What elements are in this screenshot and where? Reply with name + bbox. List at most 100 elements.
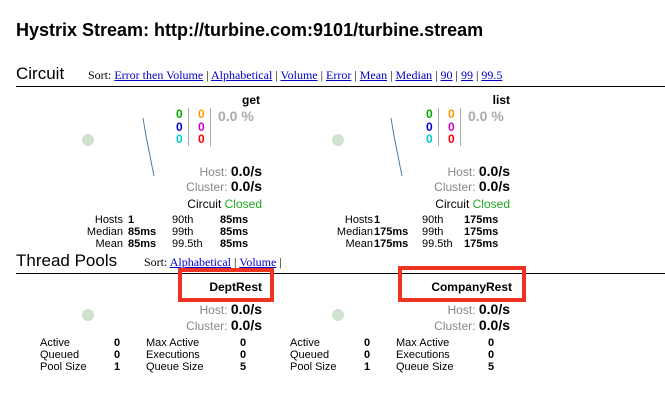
percentile-labels: 90th 99th 99.5th xyxy=(172,214,214,250)
sort-mean-link[interactable]: Mean xyxy=(359,68,388,82)
p995-value: 175ms xyxy=(464,238,499,250)
queued-value: 0 xyxy=(364,349,371,361)
max-active-label: Max Active xyxy=(146,337,200,349)
thread-pool-card-deptrest: DeptRest Host: 0.0/s Cluster: 0.0/s Acti… xyxy=(0,266,330,416)
host-rate: 0.0/s xyxy=(230,301,262,317)
stat-labels-left: Hosts Median Mean xyxy=(332,214,373,250)
sort-90-link[interactable]: 90 xyxy=(440,68,453,82)
queued-value: 0 xyxy=(114,349,121,361)
circuit-card-list: list 0 0 0 0 0 0 0.0 % Host: 0.0/s Clust… xyxy=(0,88,665,253)
sort-99-link[interactable]: 99 xyxy=(460,68,473,82)
median-label: Median xyxy=(86,226,123,238)
timeout-count: 0 xyxy=(198,107,205,121)
host-rate: 0.0/s xyxy=(478,163,510,179)
separator: | xyxy=(206,68,209,82)
counts-column-left: 0 0 0 xyxy=(176,108,183,146)
success-count: 0 xyxy=(176,107,183,121)
mean-label: Mean xyxy=(345,238,373,250)
cluster-rate-row: Cluster: 0.0/s xyxy=(150,317,262,333)
executions-value: 0 xyxy=(488,349,495,361)
error-percentage: 0.0 % xyxy=(218,108,254,124)
percentile-labels: 90th 99th 99.5th xyxy=(422,214,464,250)
highlight-box xyxy=(398,266,526,302)
pool-stat-labels-left: Active Queued Pool Size xyxy=(40,337,100,373)
sort-label: Sort: xyxy=(144,255,168,269)
queue-size-value: 5 xyxy=(488,361,495,373)
separator: | xyxy=(455,68,458,82)
hosts-label: Hosts xyxy=(94,214,123,226)
median-value: 175ms xyxy=(374,226,409,238)
separator: | xyxy=(320,68,324,82)
mean-value: 175ms xyxy=(374,238,409,250)
sort-volume-link[interactable]: Volume xyxy=(239,255,277,269)
pool-size-value: 1 xyxy=(364,361,371,373)
max-active-label: Max Active xyxy=(396,337,450,349)
p99-value: 85ms xyxy=(220,226,249,238)
host-label: Host: xyxy=(447,165,476,179)
executions-label: Executions xyxy=(396,349,450,361)
sort-volume-link[interactable]: Volume xyxy=(280,68,318,82)
counts-column-right: 0 0 0 xyxy=(448,108,455,146)
p99-value: 175ms xyxy=(464,226,499,238)
cluster-rate: 0.0/s xyxy=(230,178,262,194)
health-indicator-dot xyxy=(82,309,94,321)
sort-alphabetical-link[interactable]: Alphabetical xyxy=(210,68,273,82)
sort-median-link[interactable]: Median xyxy=(395,68,433,82)
health-indicator-dot xyxy=(332,309,344,321)
cluster-rate-row: Cluster: 0.0/s xyxy=(150,178,262,194)
host-rate: 0.0/s xyxy=(230,163,262,179)
health-indicator-dot xyxy=(82,134,94,146)
queue-size-value: 5 xyxy=(240,361,247,373)
rejected-count: 0 xyxy=(448,119,455,134)
circuit-name: list xyxy=(492,93,510,107)
pool-stat-values-left: 0 0 1 xyxy=(114,337,134,373)
host-rate-row: Host: 0.0/s xyxy=(150,301,263,317)
mean-value: 85ms xyxy=(128,238,157,250)
host-rate: 0.0/s xyxy=(478,301,510,317)
circuit-status: Closed xyxy=(224,197,262,211)
circuit-section-title: Circuit xyxy=(16,64,65,83)
host-label: Host: xyxy=(447,303,476,317)
circuit-label: Circuit xyxy=(187,197,222,211)
separator: | xyxy=(275,68,278,82)
median-label: Median xyxy=(336,226,373,238)
separator: | xyxy=(435,68,438,82)
hosts-value: 1 xyxy=(374,214,381,226)
health-indicator-dot xyxy=(332,134,344,146)
mean-label: Mean xyxy=(95,238,123,250)
thread-pools-section-title: Thread Pools xyxy=(16,251,118,270)
page-title: Hystrix Stream: http://turbine.com:9101/… xyxy=(16,20,484,40)
highlight-box xyxy=(178,268,274,302)
failure-count: 0 xyxy=(448,132,455,146)
counts-divider xyxy=(460,108,461,146)
circuit-card-get: get 0 0 0 0 0 0 0.0 % Host: 0.0/s Cluste… xyxy=(0,88,330,253)
sort-error-then-volume-link[interactable]: Error then Volume xyxy=(114,68,204,82)
stat-labels-left: Hosts Median Mean xyxy=(82,214,123,250)
rate-sparkline xyxy=(142,117,155,177)
active-label: Active xyxy=(40,337,70,349)
sort-99-5-link[interactable]: 99.5 xyxy=(481,68,503,82)
sort-label: Sort: xyxy=(88,68,112,82)
cluster-label: Cluster: xyxy=(186,180,228,194)
counts-divider xyxy=(438,108,439,146)
bad-request-count: 0 xyxy=(426,132,433,146)
sort-alphabetical-link[interactable]: Alphabetical xyxy=(169,255,231,269)
cluster-label: Cluster: xyxy=(434,180,476,194)
rejected-count: 0 xyxy=(198,119,205,134)
active-value: 0 xyxy=(364,337,371,349)
host-rate-row: Host: 0.0/s xyxy=(398,301,511,317)
p90-value: 85ms xyxy=(220,214,249,226)
pool-stat-labels-left: Active Queued Pool Size xyxy=(290,337,350,373)
pool-size-label: Pool Size xyxy=(40,361,87,373)
pool-size-label: Pool Size xyxy=(290,361,337,373)
active-value: 0 xyxy=(114,337,121,349)
hosts-value: 1 xyxy=(128,214,135,226)
pool-stat-labels-right: Max Active Executions Queue Size xyxy=(146,337,203,373)
counts-divider xyxy=(210,108,211,146)
thread-pool-card-companyrest: CompanyRest Host: 0.0/s Cluster: 0.0/s A… xyxy=(0,266,665,416)
success-count: 0 xyxy=(426,107,433,121)
p90-label: 90th xyxy=(422,214,444,226)
sort-error-link[interactable]: Error xyxy=(326,68,352,82)
circuit-sort-bar: Sort: Error then Volume | Alphabetical |… xyxy=(88,68,502,83)
p99-label: 99th xyxy=(172,226,194,238)
